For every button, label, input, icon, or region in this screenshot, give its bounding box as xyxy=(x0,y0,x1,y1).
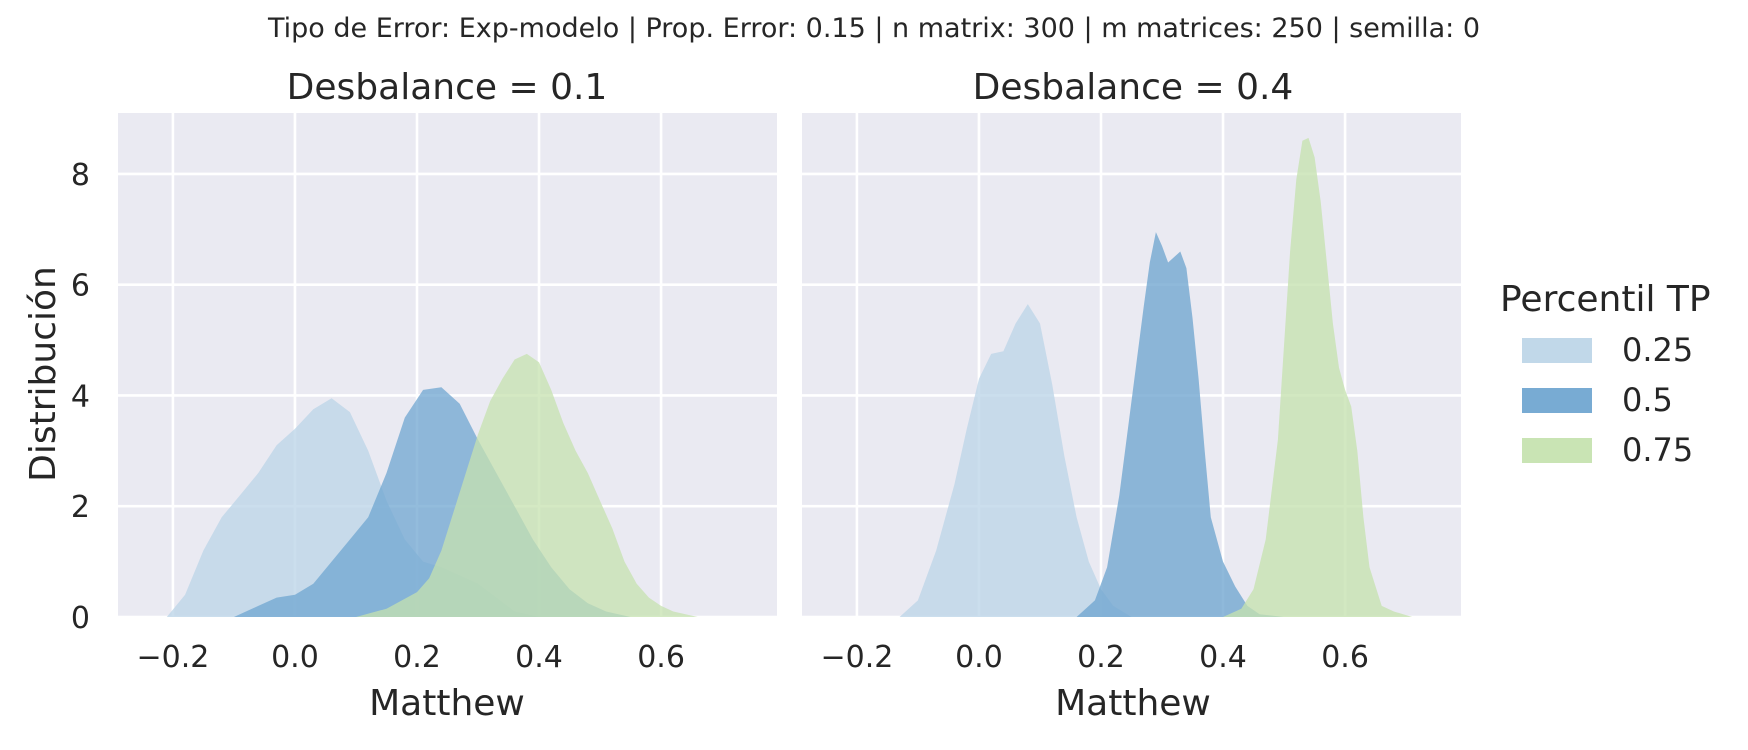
x-tick-label: 0.6 xyxy=(637,640,685,675)
x-tick-label: −0.2 xyxy=(136,640,209,675)
x-tick-label: 0.4 xyxy=(1199,640,1247,675)
kde-area-0-75 xyxy=(356,353,698,617)
x-tick-label: 0.4 xyxy=(515,640,563,675)
y-tick-label: 4 xyxy=(71,379,90,414)
kde-area-0-25 xyxy=(899,304,1132,617)
legend-label: 0.75 xyxy=(1622,431,1693,469)
legend-swatch-0-75 xyxy=(1522,438,1592,463)
facet-panel-desbalance-0-4: −0.2 0.0 0.2 0.4 0.6 xyxy=(802,113,1461,675)
facet-panel-desbalance-0-1: −0.2 0.0 0.2 0.4 0.6 0 2 4 6 8 xyxy=(71,113,777,675)
x-tick-label: 0.0 xyxy=(271,640,319,675)
legend: Percentil TP 0.25 0.5 0.75 xyxy=(1500,279,1711,469)
legend-swatch-0-5 xyxy=(1522,388,1592,413)
x-tick-label: 0.2 xyxy=(393,640,441,675)
legend-label: 0.5 xyxy=(1622,381,1673,419)
x-axis-label-right: Matthew xyxy=(1055,683,1211,724)
x-tick-label: 0.0 xyxy=(955,640,1003,675)
y-tick-label: 6 xyxy=(71,269,90,304)
y-tick-label: 8 xyxy=(71,158,90,193)
legend-label: 0.25 xyxy=(1622,331,1693,369)
y-axis-label: Distribución xyxy=(23,266,64,482)
facet-title-left: Desbalance = 0.1 xyxy=(287,67,608,108)
x-tick-label: 0.6 xyxy=(1321,640,1369,675)
y-tick-label: 0 xyxy=(71,601,90,636)
facet-title-right: Desbalance = 0.4 xyxy=(973,67,1294,108)
chart-suptitle: Tipo de Error: Exp-modelo | Prop. Error:… xyxy=(267,13,1480,44)
x-tick-label: 0.2 xyxy=(1077,640,1125,675)
y-tick-label: 2 xyxy=(71,490,90,525)
x-axis-label-left: Matthew xyxy=(369,683,525,724)
kde-area-0-5 xyxy=(1076,232,1284,617)
legend-swatch-0-25 xyxy=(1522,338,1592,363)
legend-title: Percentil TP xyxy=(1500,279,1711,320)
kde-area-0-25 xyxy=(166,398,540,617)
kde-area-0-75 xyxy=(1223,137,1413,617)
x-tick-label: −0.2 xyxy=(820,640,893,675)
